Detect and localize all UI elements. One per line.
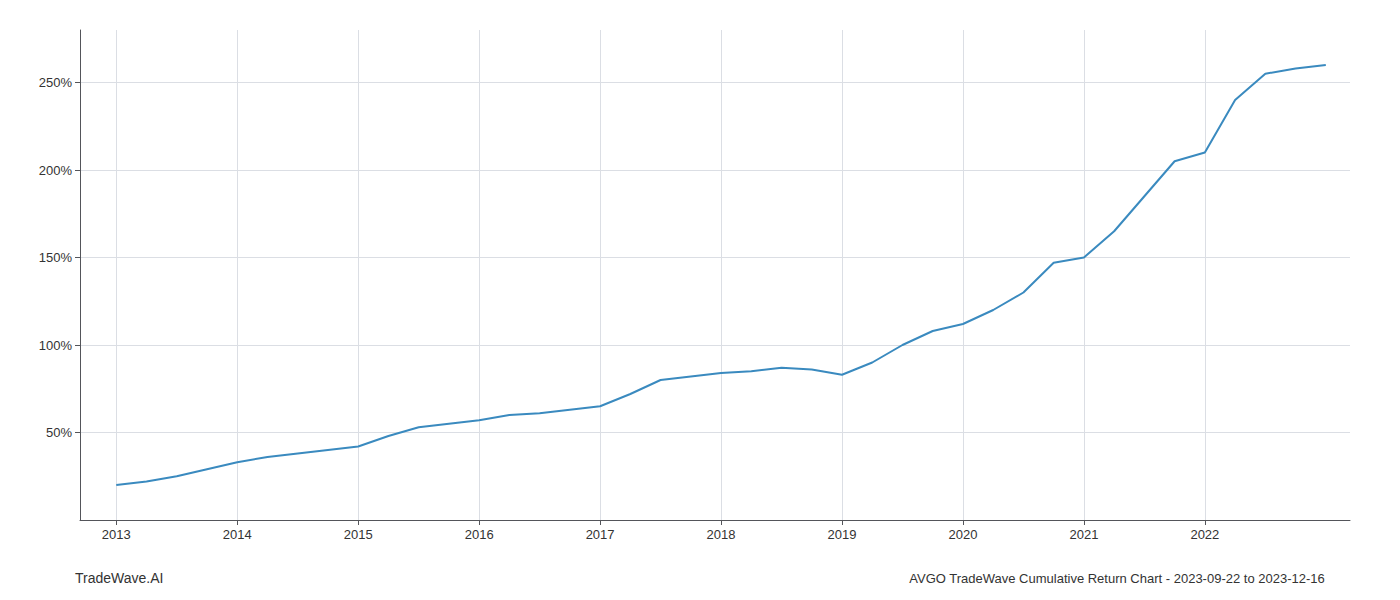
svg-text:2021: 2021: [1069, 527, 1098, 542]
svg-text:250%: 250%: [39, 75, 73, 90]
svg-text:2020: 2020: [948, 527, 977, 542]
svg-text:2016: 2016: [465, 527, 494, 542]
svg-text:100%: 100%: [39, 338, 73, 353]
svg-text:2013: 2013: [102, 527, 131, 542]
svg-text:2014: 2014: [223, 527, 252, 542]
svg-text:50%: 50%: [46, 425, 72, 440]
svg-text:2018: 2018: [707, 527, 736, 542]
svg-text:200%: 200%: [39, 163, 73, 178]
svg-text:AVGO TradeWave Cumulative Retu: AVGO TradeWave Cumulative Return Chart -…: [909, 571, 1325, 586]
svg-text:2017: 2017: [586, 527, 615, 542]
svg-text:TradeWave.AI: TradeWave.AI: [75, 570, 163, 586]
svg-text:2019: 2019: [828, 527, 857, 542]
svg-text:2015: 2015: [344, 527, 373, 542]
svg-text:150%: 150%: [39, 250, 73, 265]
svg-text:2022: 2022: [1190, 527, 1219, 542]
